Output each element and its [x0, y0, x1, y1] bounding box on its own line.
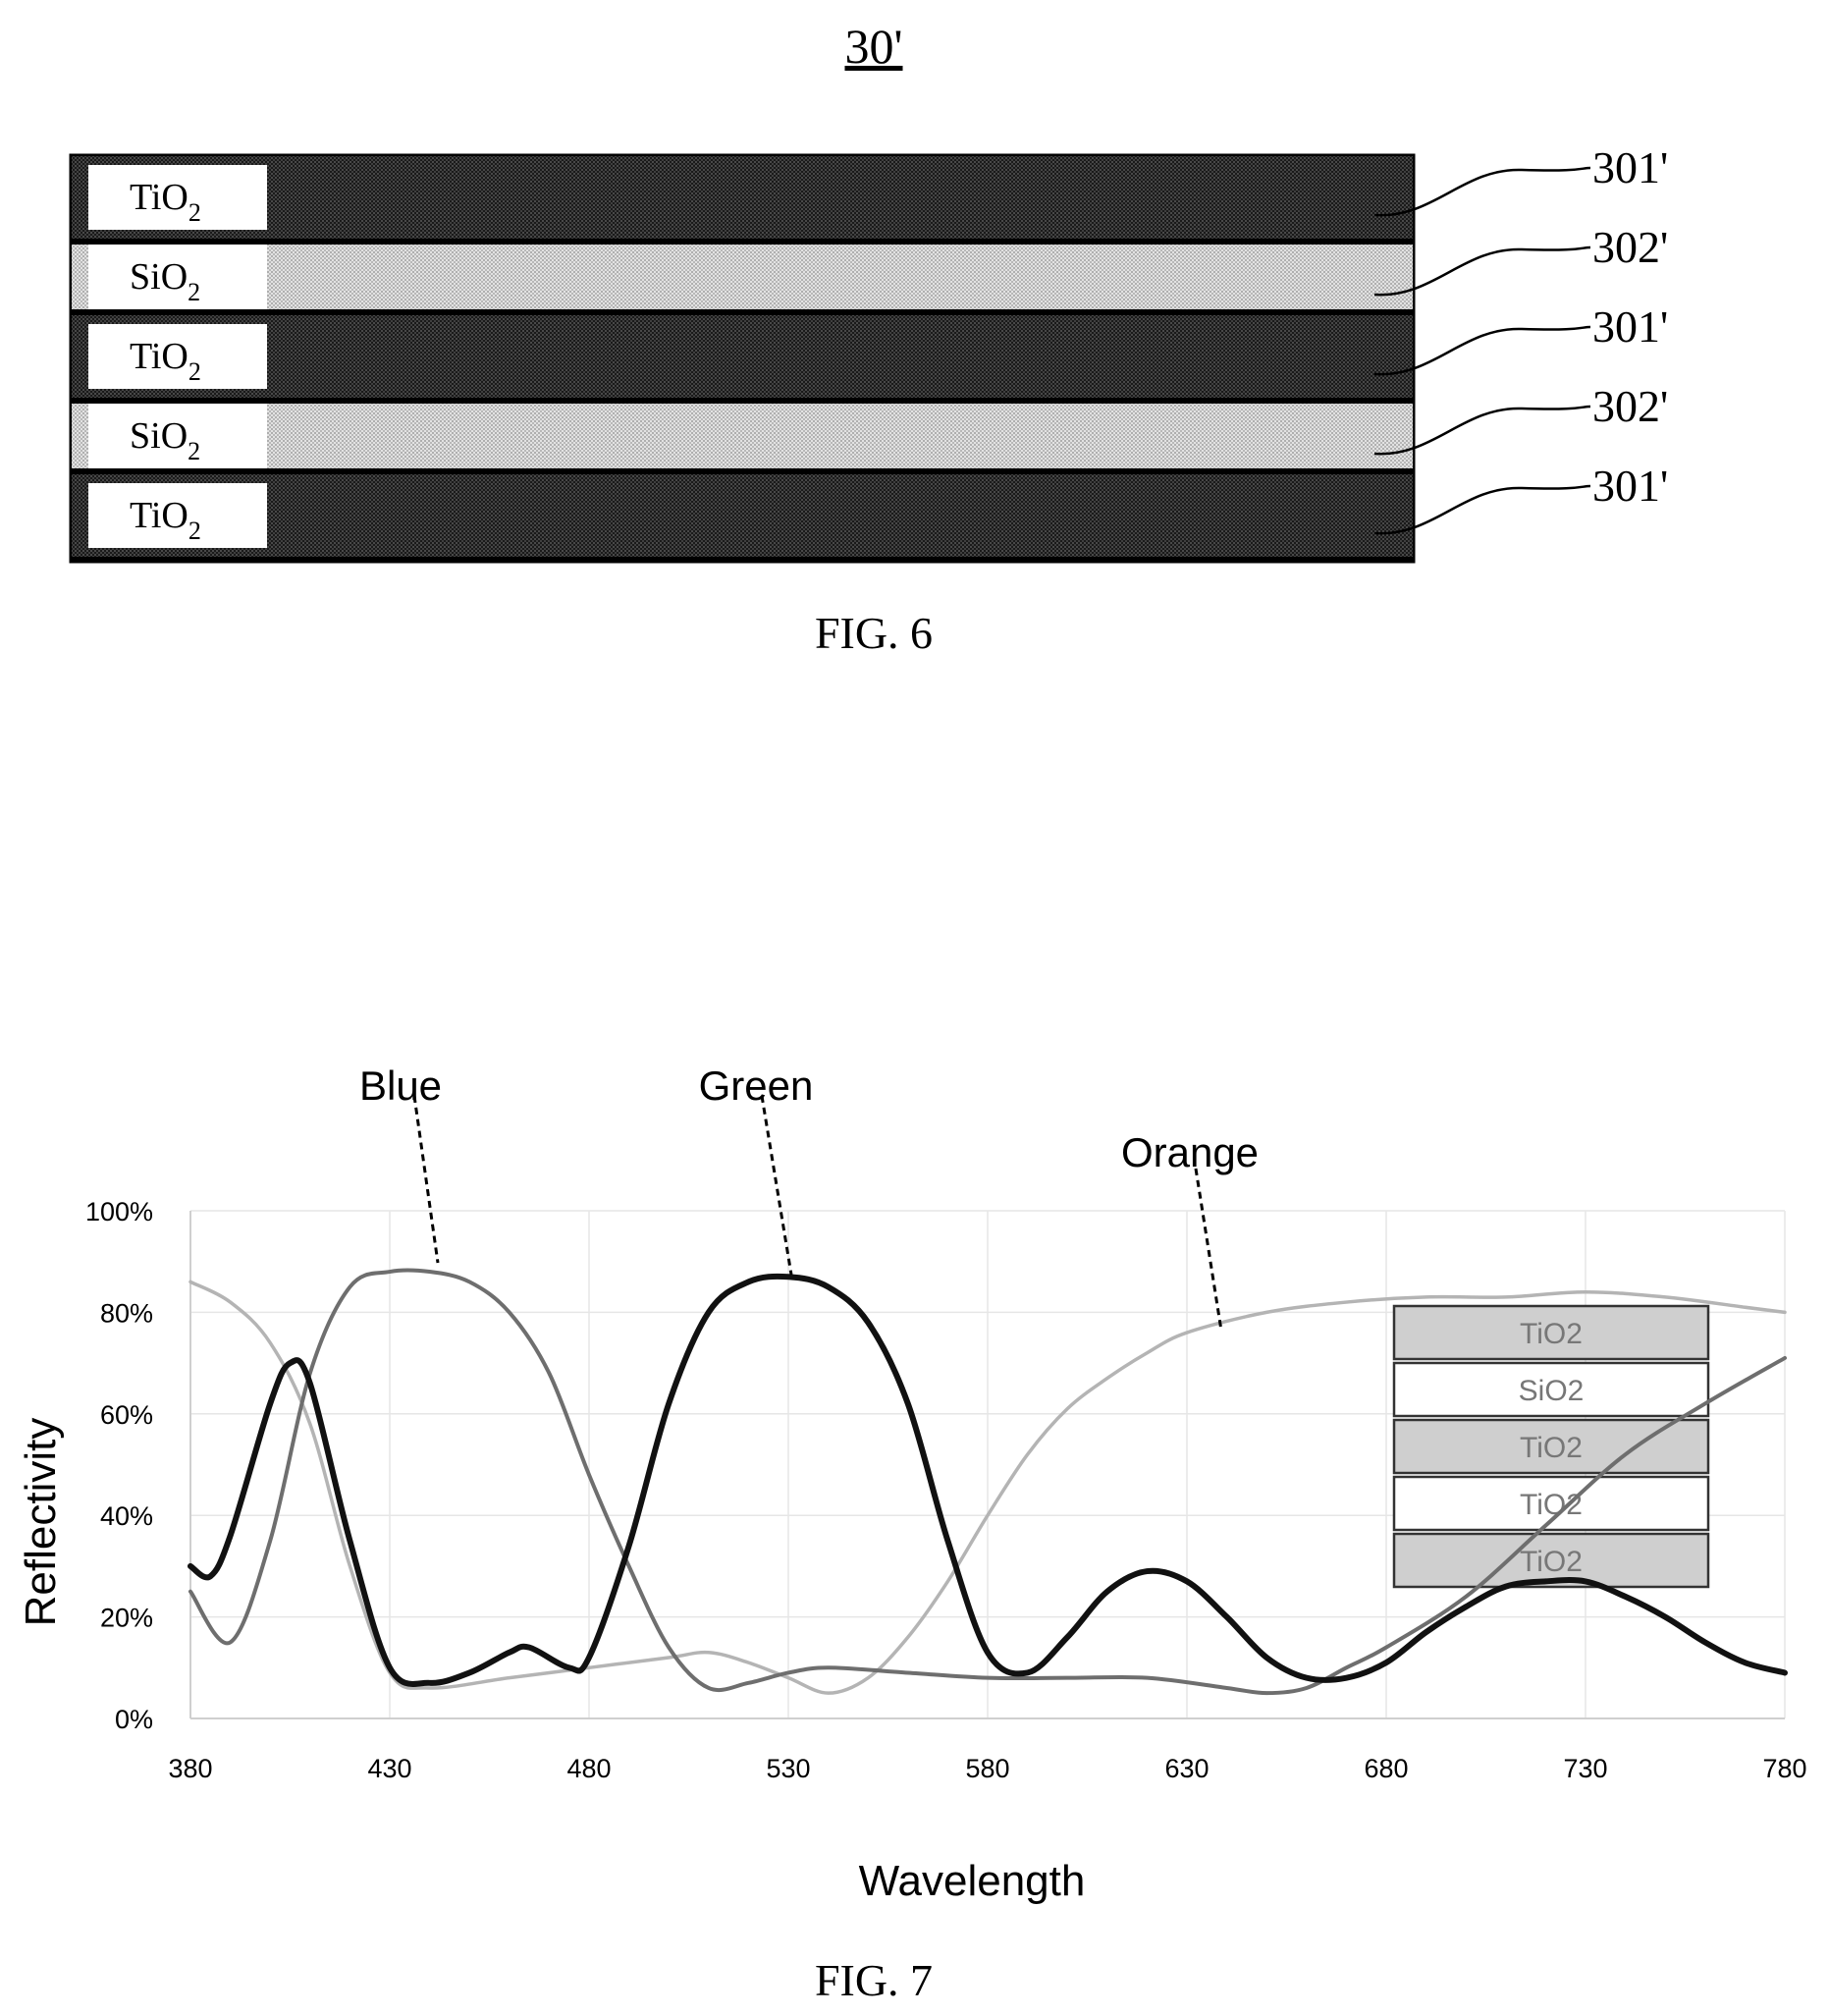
leader-line — [1373, 245, 1591, 297]
inset-layer-label: TiO2 — [1520, 1432, 1583, 1464]
figure-reference-label: 30' — [844, 19, 903, 74]
layer-reference-numeral: 301' — [1592, 461, 1668, 511]
layer-label-box — [88, 245, 267, 309]
inset-layer — [1392, 1532, 1710, 1589]
x-tick-label: 730 — [1563, 1754, 1607, 1783]
chart-series — [188, 1268, 1788, 1696]
layer-sio2 — [70, 402, 1415, 470]
inset-layer-label: TiO2 — [1520, 1318, 1583, 1350]
layer-label-box — [88, 483, 267, 548]
x-tick-label: 580 — [965, 1754, 1009, 1783]
x-tick-label: 480 — [566, 1754, 611, 1783]
leader-line — [1373, 484, 1591, 535]
inset-layer-label: SiO2 — [1519, 1375, 1585, 1407]
layer-reference-numeral: 301' — [1592, 142, 1668, 192]
figure-7-caption: FIG. 7 — [814, 1955, 934, 2005]
series-label-green: Green — [699, 1062, 814, 1109]
layer-tio2 — [70, 472, 1415, 559]
chart-axes: 380 430 480 530 580 630 680 730 780 0% 20% 40% 60% 80… — [85, 1197, 1807, 1783]
layer-sio2 — [70, 243, 1415, 311]
series-label-blue: Blue — [359, 1062, 442, 1109]
inset-layer — [1392, 1304, 1710, 1361]
figure-7: 380 430 480 530 580 630 680 730 780 0% 20% 40% 60% 80… — [0, 1011, 1828, 2013]
series-callouts: Blue Green Orange — [359, 1062, 1259, 1332]
leader-line — [1373, 166, 1591, 217]
y-tick-label: 40% — [100, 1501, 153, 1531]
callout-leader — [412, 1095, 440, 1264]
figure-6: 30' TiO2 301' SiO2 302' TiO2 301' SiO2 302' TiO2… — [0, 0, 1828, 687]
inset-layer-label: TiO2 — [1520, 1546, 1583, 1578]
layer-reference-numeral: 302' — [1592, 222, 1668, 272]
layer-reference-numeral: 302' — [1592, 381, 1668, 431]
inset-layer-label: TiO2 — [1520, 1489, 1583, 1521]
y-tick-label: 0% — [115, 1705, 153, 1734]
x-tick-label: 680 — [1364, 1754, 1408, 1783]
series-line-blue — [188, 1268, 1787, 1696]
layer-label-box — [88, 404, 267, 468]
x-axis-label: Wavelength — [859, 1857, 1086, 1905]
x-tick-label: 430 — [367, 1754, 411, 1783]
layer-label-box — [88, 165, 267, 230]
series-line-green — [188, 1273, 1788, 1687]
x-tick-label: 530 — [766, 1754, 810, 1783]
y-tick-label: 80% — [100, 1298, 153, 1328]
callout-leader — [1194, 1168, 1223, 1332]
inset-layer — [1392, 1361, 1710, 1418]
leader-line — [1373, 325, 1591, 376]
y-tick-label: 100% — [85, 1197, 153, 1226]
layer-tio2 — [70, 154, 1415, 241]
y-axis-label: Reflectivity — [17, 1418, 65, 1627]
figure-6-caption: FIG. 6 — [814, 608, 934, 658]
inset-layer-stack: TiO2 SiO2 TiO2 TiO2 TiO2 — [1392, 1304, 1710, 1589]
series-line-orange — [188, 1280, 1787, 1695]
x-tick-label: 780 — [1762, 1754, 1806, 1783]
layer-tio2 — [70, 313, 1415, 400]
x-tick-label: 380 — [168, 1754, 212, 1783]
layer-label-box — [88, 324, 267, 389]
inset-layer — [1392, 1418, 1710, 1475]
series-label-orange: Orange — [1121, 1129, 1259, 1175]
callout-leader — [760, 1095, 793, 1276]
layer-reference-numeral: 301' — [1592, 301, 1668, 352]
y-tick-label: 60% — [100, 1400, 153, 1430]
x-tick-label: 630 — [1164, 1754, 1209, 1783]
leader-line — [1373, 405, 1591, 456]
reflectivity-chart: 380 430 480 530 580 630 680 730 780 0% 20% 40% 60% 80… — [17, 1062, 1807, 1905]
y-tick-label: 20% — [100, 1604, 153, 1633]
